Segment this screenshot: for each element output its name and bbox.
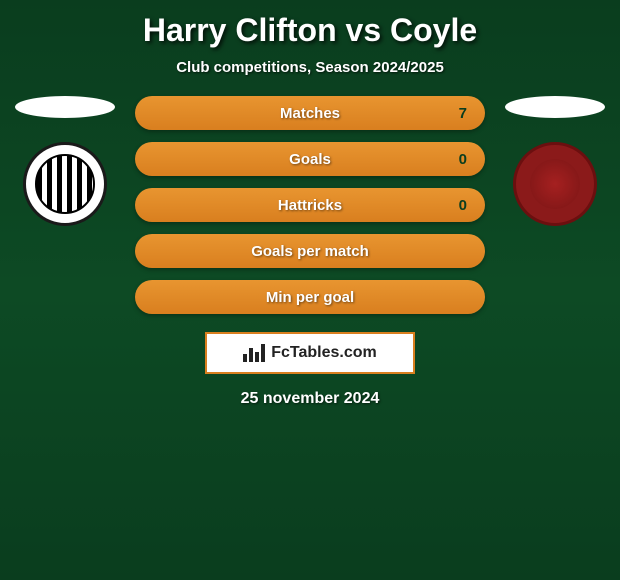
stat-row-goals: Goals 0 <box>135 142 485 176</box>
team-right-badge <box>513 142 597 226</box>
stat-value: 7 <box>459 105 467 122</box>
stat-label: Matches <box>280 105 340 122</box>
stat-row-matches: Matches 7 <box>135 96 485 130</box>
comparison-area: Matches 7 Goals 0 Hattricks 0 Goals per … <box>0 96 620 314</box>
chart-icon <box>243 344 265 362</box>
stat-label: Hattricks <box>278 197 342 214</box>
player-left-ellipse <box>15 96 115 118</box>
stat-value: 0 <box>459 197 467 214</box>
stat-value: 0 <box>459 151 467 168</box>
stats-column: Matches 7 Goals 0 Hattricks 0 Goals per … <box>135 96 485 314</box>
stat-label: Goals per match <box>251 243 369 260</box>
stat-label: Goals <box>289 151 331 168</box>
page-title: Harry Clifton vs Coyle <box>0 0 620 53</box>
team-left-column <box>10 96 120 226</box>
team-left-badge <box>23 142 107 226</box>
grimsby-badge-inner <box>35 154 95 214</box>
date-label: 25 november 2024 <box>0 374 620 408</box>
stat-label: Min per goal <box>266 289 354 306</box>
accrington-badge-inner <box>530 159 580 209</box>
subtitle: Club competitions, Season 2024/2025 <box>0 53 620 96</box>
stat-row-min-per-goal: Min per goal <box>135 280 485 314</box>
stat-row-hattricks: Hattricks 0 <box>135 188 485 222</box>
stat-row-goals-per-match: Goals per match <box>135 234 485 268</box>
fctables-label: FcTables.com <box>271 344 377 362</box>
fctables-watermark: FcTables.com <box>205 332 415 374</box>
team-right-column <box>500 96 610 226</box>
player-right-ellipse <box>505 96 605 118</box>
